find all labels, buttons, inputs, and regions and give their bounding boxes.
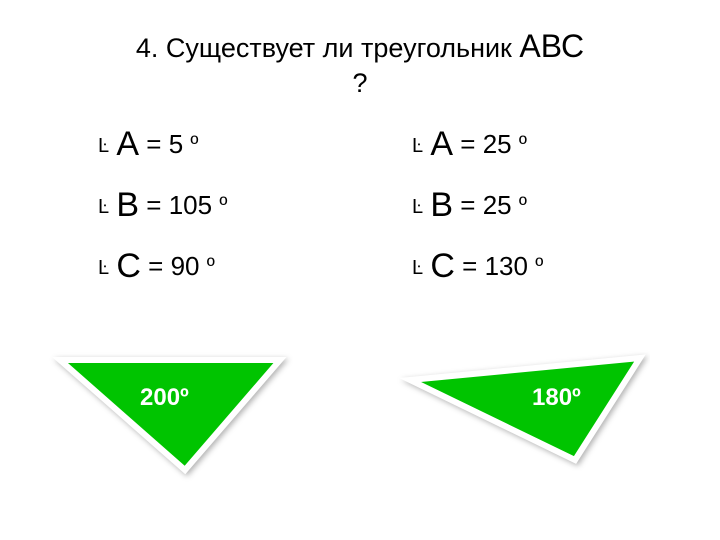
angle-symbol: Ŀ <box>98 135 109 157</box>
equals: = <box>146 190 161 220</box>
triangle-polygon <box>410 358 640 460</box>
angle-left-C: Ŀ С = 90 º <box>98 247 227 286</box>
angle-value: 105 <box>169 190 212 220</box>
angle-right-C: Ŀ С = 130 º <box>412 247 543 286</box>
angle-left-B: Ŀ В = 105 º <box>98 186 227 225</box>
triangle-label: 180º <box>532 384 581 412</box>
angle-symbol: Ŀ <box>98 196 109 218</box>
equals: = <box>148 251 163 281</box>
triangle-shape <box>390 340 650 490</box>
angle-left-A: Ŀ А = 5 º <box>98 125 227 164</box>
angle-letter: В <box>116 186 139 224</box>
question-title: 4. Существует ли треугольник АВС <box>25 28 695 65</box>
angle-letter: А <box>116 125 139 163</box>
triangle-shape <box>40 340 300 490</box>
angle-symbol: Ŀ <box>412 135 423 157</box>
equals: = <box>462 251 477 281</box>
angle-symbol: Ŀ <box>98 257 109 279</box>
title-prefix: 4. Существует ли треугольник <box>136 33 519 63</box>
triangle-polygon <box>60 360 280 470</box>
angle-letter: В <box>430 186 453 224</box>
angle-symbol: Ŀ <box>412 196 423 218</box>
triangle-left: 200º <box>40 340 300 490</box>
angle-letter: А <box>430 125 453 163</box>
triangle-label: 200º <box>140 384 189 412</box>
angle-letter: С <box>116 247 141 285</box>
angle-letter: С <box>430 247 455 285</box>
angle-value: 25 <box>483 129 512 159</box>
angle-value: 130 <box>485 251 528 281</box>
angle-value: 90 <box>171 251 200 281</box>
question-mark: ? <box>0 68 720 99</box>
angle-set-left: Ŀ А = 5 º Ŀ В = 105 º Ŀ С = 90 º <box>98 125 227 308</box>
degree: º <box>190 131 198 156</box>
equals: = <box>146 129 161 159</box>
title-abc: АВС <box>519 28 584 64</box>
degree: º <box>519 192 527 217</box>
angle-value: 25 <box>483 190 512 220</box>
angle-value: 5 <box>169 129 183 159</box>
angle-right-A: Ŀ А = 25 º <box>412 125 543 164</box>
degree: º <box>519 131 527 156</box>
angle-set-right: Ŀ А = 25 º Ŀ В = 25 º Ŀ С = 130 º <box>412 125 543 308</box>
angle-right-B: Ŀ В = 25 º <box>412 186 543 225</box>
angle-symbol: Ŀ <box>412 257 423 279</box>
triangle-right: 180º <box>390 340 650 490</box>
degree: º <box>207 253 215 278</box>
equals: = <box>460 129 475 159</box>
equals: = <box>460 190 475 220</box>
degree: º <box>535 253 543 278</box>
degree: º <box>219 192 227 217</box>
